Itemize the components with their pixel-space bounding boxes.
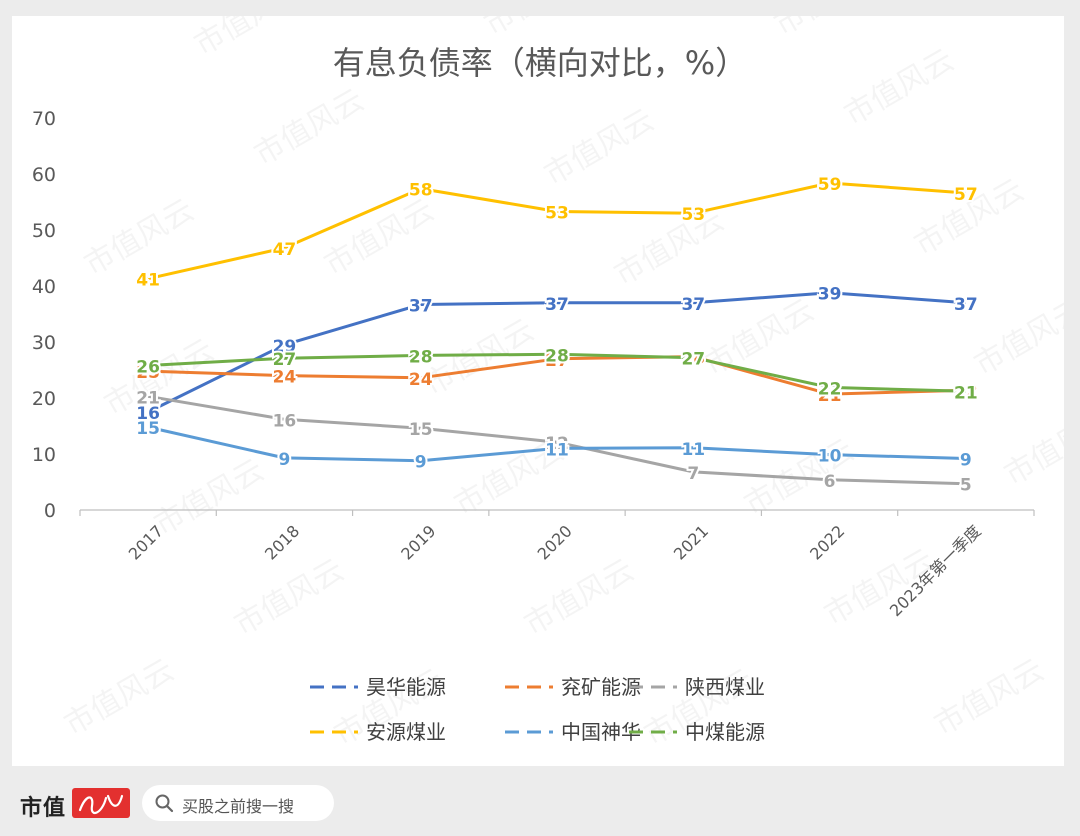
data-label: 9: [415, 453, 427, 473]
data-label: 26: [136, 358, 160, 378]
data-label: 24: [273, 368, 297, 388]
x-tick-label: 2020: [534, 521, 576, 563]
data-label: 58: [409, 181, 433, 201]
series-layer: [147, 181, 967, 486]
watermark-text: 市值风云: [769, 16, 890, 43]
data-label: 28: [681, 349, 705, 369]
data-label: 22: [954, 382, 978, 402]
y-tick-label: 20: [32, 388, 56, 410]
y-tick-label: 60: [32, 164, 56, 186]
data-label: 9: [960, 450, 972, 470]
data-label: 6: [824, 472, 836, 492]
data-label: 11: [681, 440, 705, 460]
data-label: 57: [954, 185, 978, 205]
watermark-text: 市值风云: [519, 553, 640, 643]
legend-entry: 兖矿能源: [561, 675, 641, 699]
search-icon: [155, 794, 174, 813]
x-tick-label: 2021: [670, 521, 712, 563]
data-label: 37: [409, 296, 433, 316]
y-tick-label: 0: [44, 500, 56, 522]
chart-card: 市值风云 市值风云 市值风云 市值风云 市值风云 市值风云 市值风云 市值风云 市值风云 市值风云…: [12, 16, 1064, 766]
data-label: 7: [687, 464, 699, 484]
legend-entry: 中煤能源: [685, 720, 765, 744]
data-label: 27: [681, 350, 705, 370]
series-line: [147, 181, 967, 281]
legend-entry: 陕西煤业: [685, 675, 765, 699]
watermark-text: 市值风云: [249, 83, 370, 173]
brand-logo-text: 市值: [20, 795, 67, 821]
data-label: 59: [818, 175, 842, 195]
legend-entry: 安源煤业: [366, 720, 446, 744]
series-line: [147, 291, 967, 414]
data-label: 28: [409, 347, 433, 367]
watermark-text: 市值风云: [189, 16, 310, 63]
data-label: 24: [409, 370, 433, 390]
series-line: [147, 425, 966, 463]
watermark-text: 市值风云: [999, 403, 1065, 493]
data-label: 25: [136, 363, 160, 383]
data-label: 37: [954, 295, 978, 315]
data-label: 37: [681, 295, 705, 315]
data-label: 15: [136, 419, 160, 439]
legend-entry: 中国神华: [561, 720, 641, 744]
search-placeholder: 买股之前搜一搜: [182, 797, 295, 816]
data-label: 22: [818, 379, 842, 399]
watermark-text: 市值风云: [59, 653, 180, 743]
data-label: 15: [409, 420, 433, 440]
data-label: 37: [545, 295, 569, 315]
data-label: 21: [818, 386, 842, 406]
data-label: 47: [273, 240, 297, 260]
y-tick-label: 50: [32, 220, 56, 242]
watermark-text: 市值风云: [479, 16, 600, 43]
data-label: 41: [136, 271, 160, 291]
data-label: 9: [279, 450, 291, 470]
watermark-text: 市值风云: [79, 193, 200, 283]
x-tick-label: 2018: [261, 521, 303, 563]
x-tick-label: 2022: [806, 521, 848, 563]
x-tick-label: 2019: [397, 521, 439, 563]
data-label: 53: [681, 205, 705, 225]
series-line: [147, 394, 966, 486]
data-label: 39: [818, 285, 842, 305]
data-label: 16: [273, 411, 297, 431]
watermark-text: 市值风云: [609, 203, 730, 293]
watermark-text: 市值风云: [699, 293, 820, 383]
legend-entry: 昊华能源: [366, 675, 446, 699]
y-tick-label: 10: [32, 444, 56, 466]
data-label: 11: [545, 440, 569, 460]
data-label: 21: [136, 388, 160, 408]
series-line: [148, 355, 966, 396]
data-label: 5: [960, 476, 972, 496]
watermark-text: 市值风云: [539, 103, 660, 193]
data-label: 10: [818, 447, 842, 467]
watermark-text: 市值风云: [929, 653, 1050, 743]
data-label: 21: [954, 383, 978, 403]
watermark-text: 市值风云: [969, 293, 1065, 383]
watermark-text: 市值风云: [229, 553, 350, 643]
data-label: 29: [273, 337, 297, 357]
data-label: 27: [545, 351, 569, 371]
data-label: 16: [136, 404, 160, 424]
brand-logo-mark: [72, 788, 130, 818]
chart-title: 有息负债率（横向对比，%）: [333, 44, 747, 82]
data-label: 53: [545, 204, 569, 224]
data-label: 12: [545, 434, 569, 454]
search-box[interactable]: 买股之前搜一搜: [142, 785, 334, 821]
data-label: 27: [273, 350, 297, 370]
series-line: [148, 352, 966, 393]
watermark-text: 市值风云: [839, 43, 960, 133]
watermark-text: 市值风云: [419, 313, 540, 403]
watermark-text: 市值风云: [149, 453, 270, 543]
y-tick-label: 70: [32, 108, 56, 130]
footer-bar: 市值 买股之前搜一搜: [0, 772, 1080, 836]
data-label: 28: [545, 346, 569, 366]
y-tick-label: 30: [32, 332, 56, 354]
y-tick-label: 40: [32, 276, 56, 298]
